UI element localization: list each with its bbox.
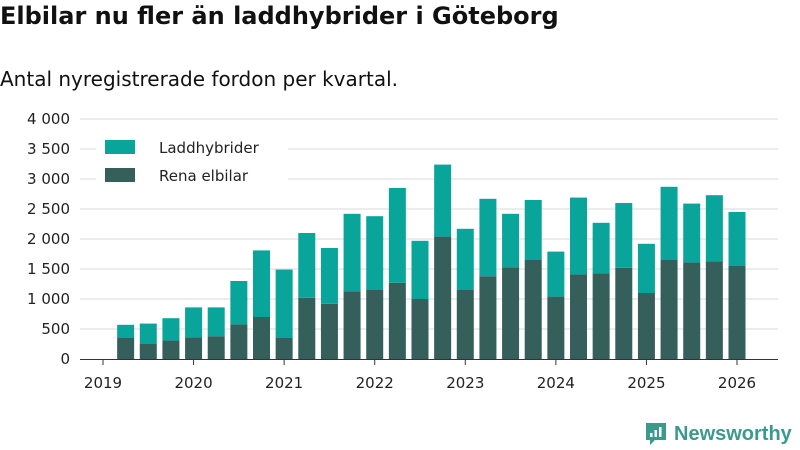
- x-tick-label: 2025: [627, 374, 665, 392]
- y-tick-label: 2 000: [27, 230, 70, 248]
- bar-laddhybrider: [298, 233, 316, 298]
- y-tick-label: 500: [41, 320, 70, 338]
- bar-laddhybrider: [253, 250, 270, 317]
- bar-rena-elbilar: [117, 338, 135, 359]
- y-tick-label: 3 500: [27, 140, 70, 158]
- bar-laddhybrider: [524, 200, 542, 260]
- bar-rena-elbilar: [502, 267, 520, 359]
- x-tick-label: 2023: [446, 374, 484, 392]
- bar-laddhybrider: [320, 248, 338, 304]
- x-tick-label: 2024: [537, 374, 575, 392]
- legend-swatch: [105, 140, 135, 154]
- bar-rena-elbilar: [139, 344, 157, 359]
- y-tick-label: 3 000: [27, 170, 70, 188]
- newsworthy-logo: Newsworthy: [644, 421, 792, 447]
- bar-laddhybrider: [615, 203, 633, 268]
- bar-laddhybrider: [139, 323, 157, 344]
- bar-laddhybrider: [479, 198, 497, 277]
- bar-rena-elbilar: [434, 236, 452, 359]
- bar-laddhybrider: [592, 222, 610, 274]
- bar-rena-elbilar: [298, 297, 316, 359]
- newsworthy-logo-icon: [646, 423, 666, 445]
- bar-laddhybrider: [388, 188, 406, 283]
- x-tick-label: 2021: [265, 374, 303, 392]
- bar-rena-elbilar: [524, 260, 542, 359]
- legend-label: Rena elbilar: [159, 167, 249, 185]
- bar-rena-elbilar: [275, 338, 293, 359]
- bar-laddhybrider: [207, 307, 225, 337]
- bar-laddhybrider: [705, 195, 723, 262]
- bar-laddhybrider: [185, 307, 203, 338]
- bar-laddhybrider: [728, 212, 746, 266]
- bar-rena-elbilar: [185, 337, 203, 359]
- bar-rena-elbilar: [343, 291, 361, 359]
- legend-swatch: [105, 168, 135, 182]
- x-tick-label: 2026: [718, 374, 756, 392]
- bar-laddhybrider: [434, 164, 452, 237]
- bar-rena-elbilar: [728, 266, 746, 359]
- bar-rena-elbilar: [320, 303, 338, 359]
- chart-subtitle: Antal nyregistrerade fordon per kvartal.: [0, 67, 399, 91]
- y-tick-label: 1 000: [27, 290, 70, 308]
- bar-laddhybrider: [683, 203, 701, 263]
- bar-rena-elbilar: [547, 296, 565, 359]
- bar-rena-elbilar: [253, 317, 270, 359]
- bar-rena-elbilar: [705, 261, 723, 359]
- bar-laddhybrider: [660, 186, 678, 260]
- chart-title: Elbilar nu fler än laddhybrider i Götebo…: [0, 2, 559, 30]
- bar-laddhybrider: [637, 243, 655, 293]
- bar-rena-elbilar: [570, 274, 587, 359]
- x-axis: 2019 2020 2021 2022 2023 2024 2025 2026: [80, 359, 778, 392]
- bar-laddhybrider: [502, 213, 520, 268]
- x-tick-label: 2020: [174, 374, 212, 392]
- y-tick-label: 2 500: [27, 200, 70, 218]
- bar-laddhybrider: [230, 281, 248, 325]
- bar-rena-elbilar: [683, 262, 701, 359]
- bar-rena-elbilar: [207, 336, 225, 359]
- bar-laddhybrider: [411, 240, 429, 299]
- bar-rena-elbilar: [388, 282, 406, 359]
- bar-laddhybrider: [547, 251, 565, 297]
- brand-name: Newsworthy: [674, 423, 792, 445]
- bar-rena-elbilar: [592, 273, 610, 359]
- bar-rena-elbilar: [615, 267, 633, 359]
- bar-rena-elbilar: [366, 290, 384, 359]
- y-tick-label: 0: [60, 350, 70, 368]
- bars: [117, 164, 746, 359]
- bar-rena-elbilar: [637, 293, 655, 359]
- x-tick-label: 2022: [356, 374, 394, 392]
- bar-rena-elbilar: [660, 260, 678, 359]
- y-tick-label: 1 500: [27, 260, 70, 278]
- legend: Laddhybrider Rena elbilar: [96, 134, 288, 186]
- bar-laddhybrider: [162, 318, 180, 341]
- y-axis-ticks: 0 500 1 000 1 500 2 000 2 500 3 000 3 500 4 000: [27, 110, 70, 368]
- bar-rena-elbilar: [479, 276, 497, 359]
- legend-label: Laddhybrider: [159, 139, 260, 157]
- bar-laddhybrider: [570, 197, 587, 275]
- bar-laddhybrider: [366, 216, 384, 290]
- bar-laddhybrider: [456, 228, 474, 290]
- bar-laddhybrider: [117, 324, 135, 338]
- bar-rena-elbilar: [411, 299, 429, 359]
- bar-rena-elbilar: [162, 340, 180, 359]
- bar-rena-elbilar: [230, 324, 248, 359]
- x-tick-label: 2019: [84, 374, 122, 392]
- bar-laddhybrider: [343, 213, 361, 292]
- bar-laddhybrider: [275, 269, 293, 338]
- y-tick-label: 4 000: [27, 110, 70, 128]
- bar-rena-elbilar: [456, 290, 474, 359]
